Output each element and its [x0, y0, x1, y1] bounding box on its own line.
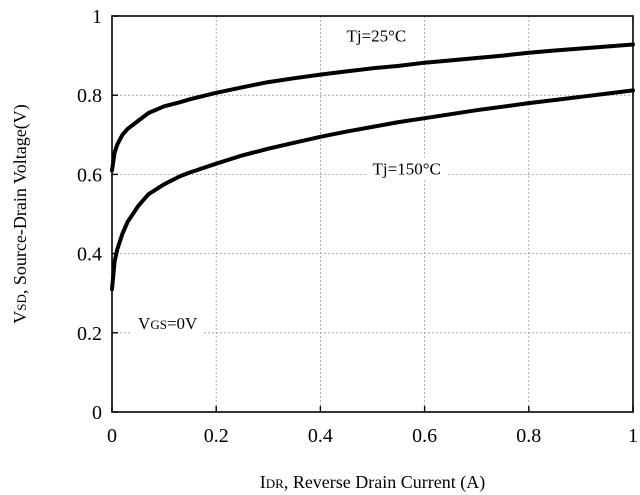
x-tick-label: 0.6 — [412, 425, 437, 447]
y-tick-labels: 0 0.2 0.4 0.6 0.8 1 — [77, 6, 102, 424]
x-tick-label: 0.2 — [204, 425, 229, 447]
annotation-t150: Tj=150°C — [373, 159, 441, 178]
annotations: Tj=25°C Tj=150°C VGS=0V — [132, 24, 447, 335]
annotation-background — [132, 311, 205, 335]
y-axis-label: VSD, Source-Drain Voltage(V) — [10, 104, 31, 323]
series-line-tj25 — [110, 42, 635, 173]
series-line-tj150 — [110, 88, 635, 292]
annotation-t25: Tj=25°C — [346, 27, 406, 46]
x-tick-label: 0 — [107, 425, 117, 447]
tick-marks — [111, 15, 634, 413]
annotation-vgs: VGS=0V — [138, 314, 198, 333]
y-tick-label: 0.8 — [77, 85, 102, 107]
annotation-background — [366, 157, 447, 181]
y-tick-label: 0.4 — [77, 244, 102, 266]
x-tick-labels: 0 0.2 0.4 0.6 0.8 1 — [107, 425, 638, 447]
y-tick-label: 0 — [92, 402, 102, 424]
series-layer — [110, 42, 635, 292]
grid-lines — [112, 16, 633, 412]
y-tick-label: 0.2 — [77, 323, 102, 345]
x-tick-label: 0.8 — [516, 425, 541, 447]
plot-frame — [111, 15, 634, 413]
x-tick-label: 1 — [628, 425, 638, 447]
annotation-background — [340, 24, 413, 48]
x-tick-label: 0.4 — [308, 425, 333, 447]
x-axis-label: IDR, Reverse Drain Current (A) — [260, 472, 486, 493]
y-tick-label: 1 — [92, 6, 102, 28]
y-tick-label: 0.6 — [77, 164, 102, 186]
